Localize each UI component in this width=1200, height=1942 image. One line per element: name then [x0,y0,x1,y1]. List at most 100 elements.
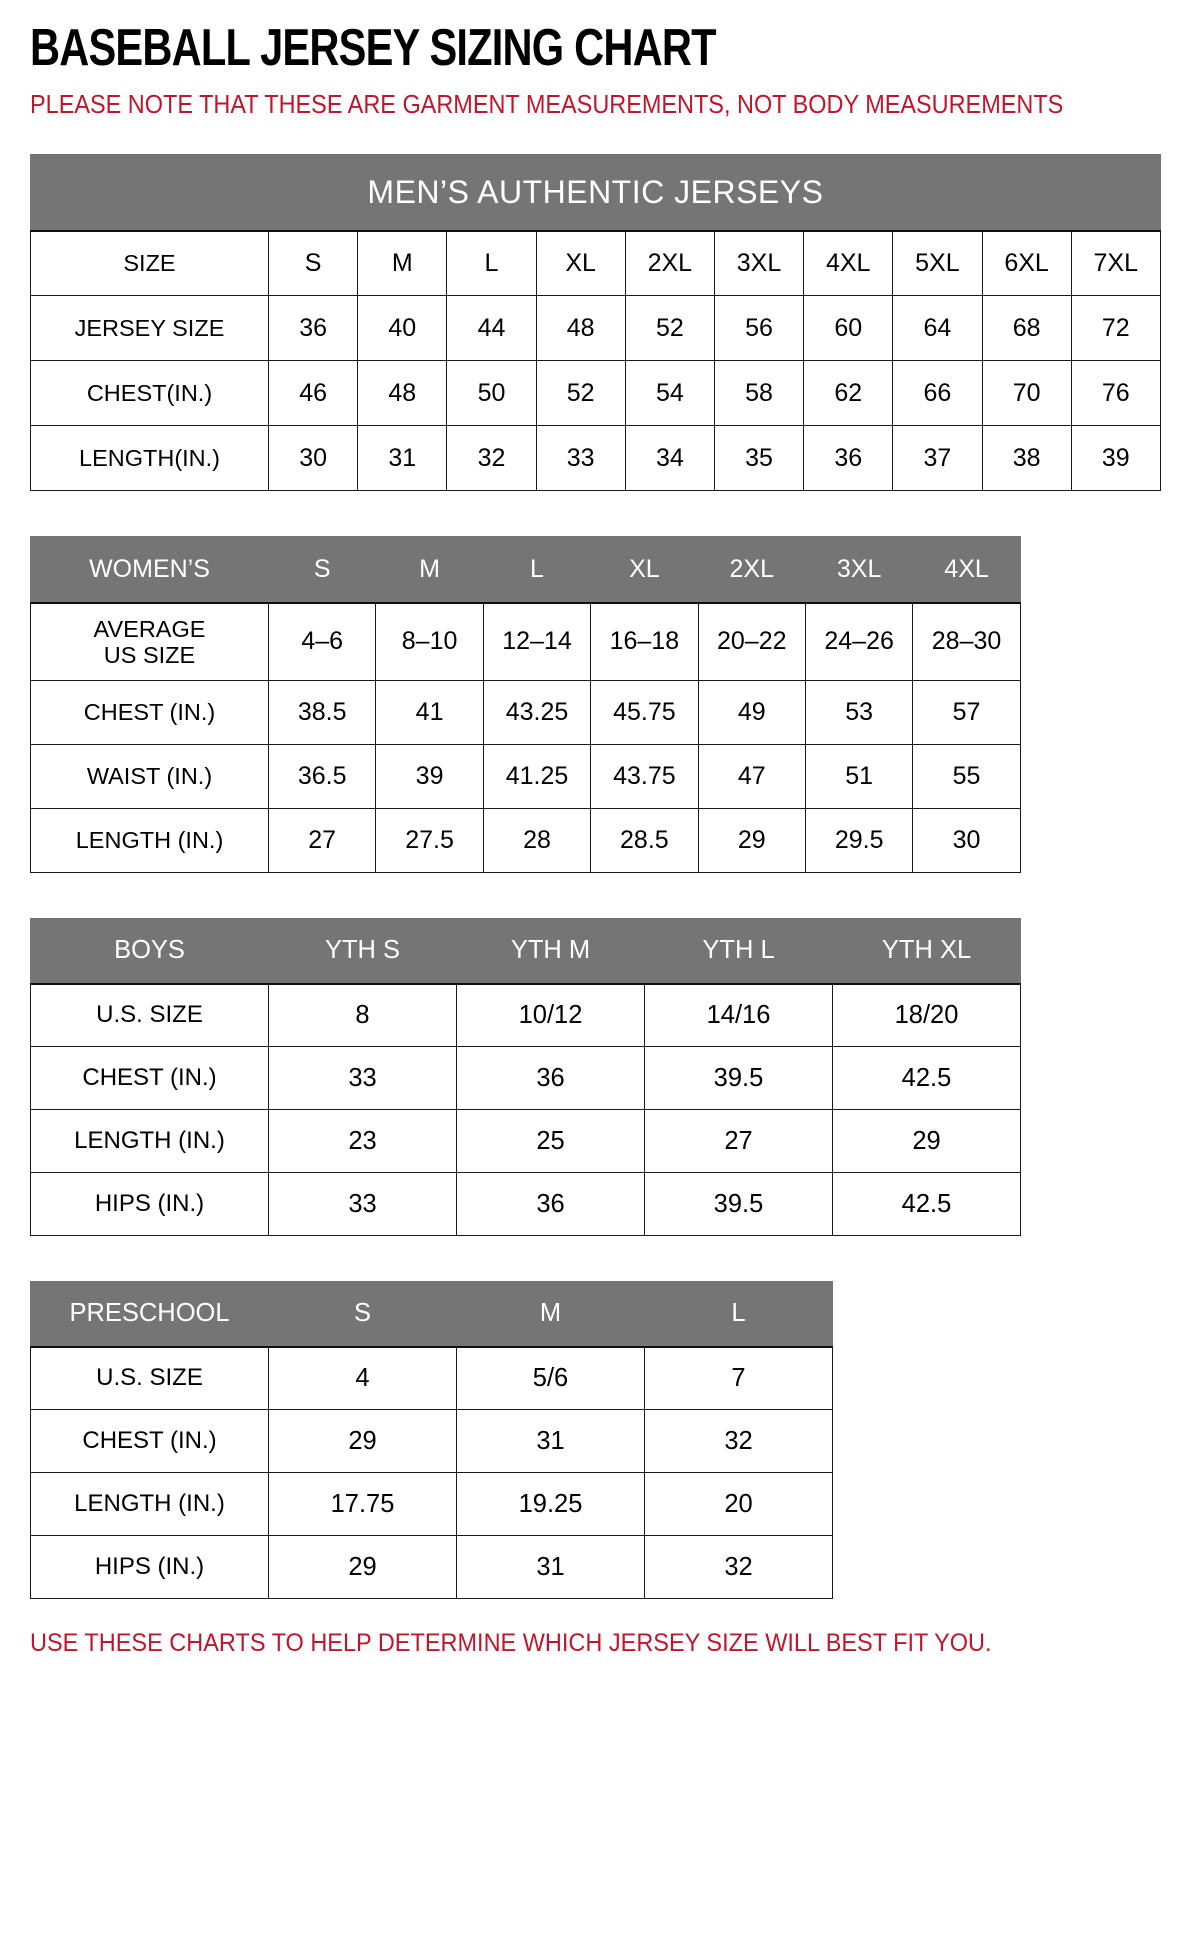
table-corner-label: WOMEN’S [30,536,269,604]
table-banner-row: MEN’S AUTHENTIC JERSEYS [30,154,1161,232]
data-cell: 39.5 [644,1172,833,1237]
data-cell: 36.5 [267,744,377,810]
data-cell: 17.75 [268,1472,457,1537]
table-header-row: SIZE S M L XL 2XL 3XL 4XL 5XL 6XL 7XL [30,230,1161,297]
footer-note: USE THESE CHARTS TO HELP DETERMINE WHICH… [30,1629,992,1658]
womens-sizing-table: WOMEN’S S M L XL 2XL 3XL 4XL AVERAGE US SIZE 4–6 8–… [30,536,1021,874]
table-row: LENGTH (IN.) 27 27.5 28 28.5 29 29.5 30 [30,808,1021,874]
data-cell: 39 [1070,425,1161,492]
data-cell: 8 [268,983,457,1048]
data-cell: 20–22 [697,602,806,682]
column-header: 6XL [981,230,1072,297]
data-cell: 33 [268,1046,457,1111]
data-cell: 37 [892,425,983,492]
data-cell: 42.5 [832,1046,1021,1111]
data-cell: 47 [697,744,806,810]
data-cell: 29.5 [804,808,914,874]
row-label: LENGTH(IN.) [30,425,269,492]
data-cell: 30 [912,808,1021,874]
data-cell: 28 [482,808,592,874]
table-header-row: WOMEN’S S M L XL 2XL 3XL 4XL [30,536,1021,604]
data-cell: 36 [267,295,359,362]
data-cell: 41.25 [482,744,592,810]
data-cell: 44 [446,295,537,362]
column-header: M [357,230,448,297]
table-row: LENGTH (IN.) 23 25 27 29 [30,1109,1021,1174]
data-cell: 29 [268,1535,457,1600]
boys-table-body: BOYS YTH S YTH M YTH L YTH XL U.S. SIZE 8 10/12… [30,918,1021,1237]
column-header: S [267,230,359,297]
womens-table-body: WOMEN’S S M L XL 2XL 3XL 4XL AVERAGE US SIZE 4–6 8–… [30,536,1021,874]
data-cell: 52 [535,360,626,427]
data-cell: 55 [912,744,1021,810]
data-cell: 36 [456,1046,645,1111]
row-label: HIPS (IN.) [30,1172,269,1237]
table-row: CHEST(IN.) 46 48 50 52 54 58 62 66 70 76 [30,360,1161,427]
data-cell: 14/16 [644,983,833,1048]
column-header: L [644,1281,833,1348]
mens-sizing-table: MEN’S AUTHENTIC JERSEYS SIZE S M L XL 2XL 3XL 4X… [30,154,1161,492]
data-cell: 60 [803,295,894,362]
table-row: CHEST (IN.) 29 31 32 [30,1409,833,1474]
preschool-table-body: PRESCHOOL S M L U.S. SIZE 4 5/6 7 CHEST (IN.) 29 3… [30,1281,833,1600]
data-cell: 43.75 [590,744,699,810]
data-cell: 28.5 [590,808,699,874]
column-header: XL [535,230,626,297]
data-cell: 41 [375,680,484,746]
data-cell: 29 [268,1409,457,1474]
data-cell: 33 [535,425,626,492]
row-label: CHEST (IN.) [30,1046,269,1111]
column-header: M [456,1281,645,1348]
row-label: CHEST(IN.) [30,360,269,427]
data-cell: 23 [268,1109,457,1174]
data-cell: 56 [713,295,805,362]
data-cell: 64 [892,295,983,362]
data-cell: 76 [1070,360,1161,427]
column-header: 3XL [804,536,914,604]
column-header: L [446,230,537,297]
preschool-sizing-table: PRESCHOOL S M L U.S. SIZE 4 5/6 7 CHEST (IN.) 29 3… [30,1281,833,1600]
data-cell: 68 [981,295,1072,362]
row-label: CHEST (IN.) [30,1409,269,1474]
table-row: CHEST (IN.) 38.5 41 43.25 45.75 49 53 57 [30,680,1021,746]
data-cell: 39.5 [644,1046,833,1111]
table-row: U.S. SIZE 4 5/6 7 [30,1346,833,1411]
data-cell: 24–26 [804,602,914,682]
data-cell: 39 [375,744,484,810]
column-header: YTH XL [832,918,1021,985]
table-banner-label: MEN’S AUTHENTIC JERSEYS [30,154,1161,232]
data-cell: 49 [697,680,806,746]
data-cell: 31 [456,1535,645,1600]
data-cell: 40 [357,295,448,362]
column-header: 5XL [892,230,983,297]
data-cell: 43.25 [482,680,592,746]
table-row: HIPS (IN.) 33 36 39.5 42.5 [30,1172,1021,1237]
table-row: LENGTH (IN.) 17.75 19.25 20 [30,1472,833,1537]
table-row: AVERAGE US SIZE 4–6 8–10 12–14 16–18 20–22 24–2… [30,602,1021,682]
data-cell: 35 [713,425,805,492]
table-row: JERSEY SIZE 36 40 44 48 52 56 60 64 68 72 [30,295,1161,362]
row-label: HIPS (IN.) [30,1535,269,1600]
column-header: L [482,536,592,604]
data-cell: 16–18 [590,602,699,682]
data-cell: 34 [624,425,715,492]
data-cell: 38.5 [267,680,377,746]
data-cell: 53 [804,680,914,746]
row-label: U.S. SIZE [30,1346,269,1411]
data-cell: 31 [456,1409,645,1474]
table-header-row: PRESCHOOL S M L [30,1281,833,1348]
data-cell: 66 [892,360,983,427]
column-header: 2XL [624,230,715,297]
data-cell: 72 [1070,295,1161,362]
column-header: XL [590,536,699,604]
data-cell: 32 [446,425,537,492]
column-header: 2XL [697,536,806,604]
mens-table-body: MEN’S AUTHENTIC JERSEYS SIZE S M L XL 2XL 3XL 4X… [30,154,1161,492]
sizing-chart-page: BASEBALL JERSEY SIZING CHART PLEASE NOTE… [30,22,1161,1658]
data-cell: 52 [624,295,715,362]
data-cell: 33 [268,1172,457,1237]
data-cell: 62 [803,360,894,427]
data-cell: 31 [357,425,448,492]
data-cell: 32 [644,1535,833,1600]
data-cell: 27.5 [375,808,484,874]
